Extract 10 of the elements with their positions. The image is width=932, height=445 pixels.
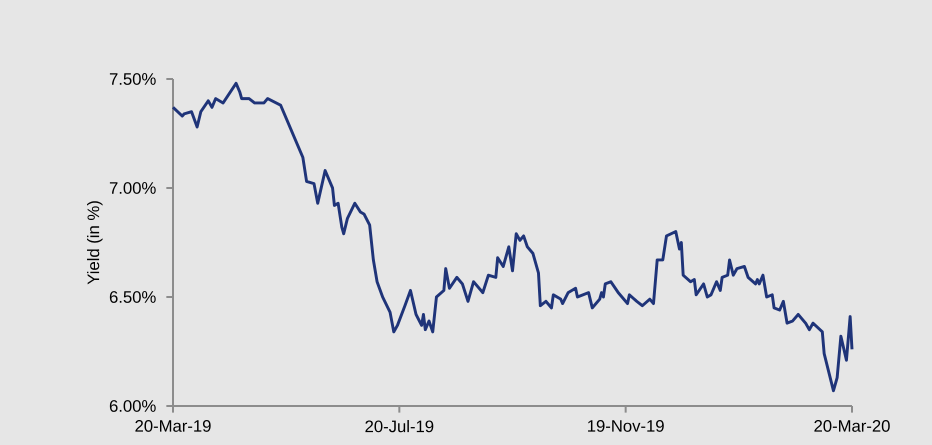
line-series [172,82,854,392]
x-tick-label: 19-Nov-19 [588,420,664,432]
y-tick-label: 7.50% [110,73,156,85]
y-axis-title: Yield (in %) [87,201,103,284]
y-tick-label: 7.00% [110,182,156,194]
x-tick-label: 20-Mar-20 [814,420,890,432]
x-tick-label: 20-Mar-19 [135,420,211,432]
x-tick-label: 20-Jul-19 [365,420,434,432]
y-tick-label: 6.00% [110,400,156,412]
y-tick-label: 6.50% [110,291,156,303]
